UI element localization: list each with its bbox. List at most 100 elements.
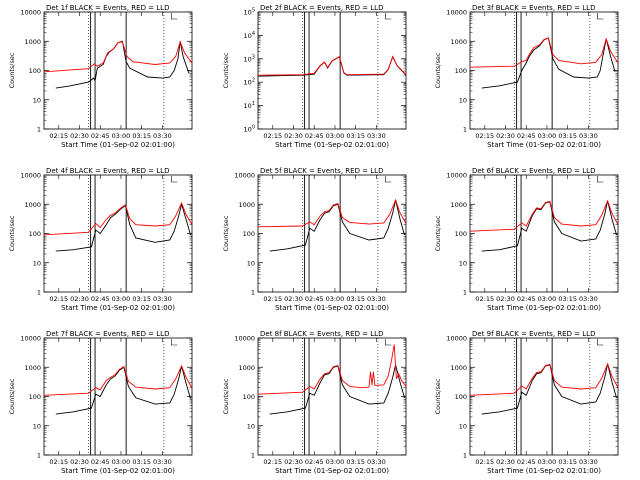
detector-panel-7: Det 7f BLACK = Events, RED = LLD 1 10 100 10… [8,330,193,475]
x-tick-label: 02:30 [70,295,89,303]
y-axis-label: Counts/sec [222,52,230,88]
series-line-lld [43,201,193,236]
x-tick-label: 02:45 [517,458,536,466]
x-tick-label: 02:30 [496,295,515,303]
y-tick-label: 1000 [24,364,41,372]
x-tick-label: 03:30 [579,295,598,303]
detector-panel-3: Det 3f BLACK = Events, RED = LLD 1 10 100 10… [434,4,619,149]
y-tick-label: 1 [463,289,467,297]
series-line-lld [257,55,407,76]
x-tick-label: 03:30 [153,132,172,140]
x-tick-label: 03:00 [538,132,557,140]
x-tick-label: 03:00 [112,458,131,466]
x-tick-label: 02:45 [91,458,110,466]
x-tick-label: 03:15 [558,295,577,303]
y-tick-label: 1 [463,452,467,460]
y-axis-label: Counts/sec [434,215,442,251]
y-tick-label: 101 [244,101,255,110]
series-line-events [257,55,407,77]
series-line-events [55,40,190,89]
attenuator-marker [384,339,392,346]
y-tick-label: 10000 [446,9,467,17]
x-tick-label: 02:15 [263,295,282,303]
x-axis-label: Start Time (01-Sep-02 02:01:00) [61,467,175,475]
detector-panel-8: Det 8f BLACK = Events, RED = LLD 1 10 100 10… [222,330,407,475]
x-tick-label: 03:15 [132,295,151,303]
series-line-events [269,199,405,252]
y-tick-label: 105 [244,8,255,17]
x-tick-label: 03:30 [367,132,386,140]
y-axis-label: Counts/sec [8,215,16,251]
y-tick-label: 100 [29,67,41,75]
plot-frame [469,337,619,456]
y-tick-label: 1 [463,126,467,134]
x-tick-label: 03:30 [153,295,172,303]
x-tick-label: 02:15 [475,458,494,466]
y-tick-label: 1000 [238,364,255,372]
y-tick-label: 10 [459,422,467,430]
x-tick-label: 03:15 [132,458,151,466]
series-line-lld [257,198,407,228]
y-tick-label: 10 [33,259,41,267]
x-tick-label: 03:00 [326,458,345,466]
y-tick-label: 10000 [234,172,255,180]
x-tick-label: 02:15 [475,132,494,140]
y-tick-label: 10 [247,259,255,267]
y-tick-label: 104 [244,31,255,40]
x-axis-label: Start Time (01-Sep-02 02:01:00) [487,141,601,149]
x-tick-label: 03:00 [538,458,557,466]
x-tick-label: 02:30 [70,458,89,466]
attenuator-marker [170,339,178,346]
x-tick-label: 03:15 [346,458,365,466]
x-tick-label: 03:00 [326,295,345,303]
x-tick-label: 02:45 [305,295,324,303]
series-line-lld [43,364,193,396]
x-tick-label: 03:30 [367,458,386,466]
y-tick-label: 10000 [20,172,41,180]
plot-frame [43,337,193,456]
x-tick-label: 03:00 [326,132,345,140]
y-tick-label: 102 [244,78,255,87]
x-tick-label: 03:30 [367,295,386,303]
y-tick-label: 10 [459,259,467,267]
panel-title: Det 2f BLACK = Events, RED = LLD [260,4,383,12]
x-tick-label: 02:45 [305,458,324,466]
y-tick-label: 100 [244,125,255,134]
x-tick-label: 03:00 [538,295,557,303]
x-axis-label: Start Time (01-Sep-02 02:01:00) [275,304,389,312]
series-line-events [481,200,617,252]
y-axis-label: Counts/sec [434,52,442,88]
x-tick-label: 02:15 [49,132,68,140]
plot-frame [469,11,619,130]
y-tick-label: 1000 [24,38,41,46]
y-axis-label: Counts/sec [222,378,230,414]
attenuator-marker [170,13,178,20]
x-axis-label: Start Time (01-Sep-02 02:01:00) [487,467,601,475]
y-tick-label: 103 [244,54,255,63]
attenuator-marker [384,13,392,20]
series-line-events [55,202,191,252]
y-tick-label: 10000 [20,9,41,17]
y-axis-label: Counts/sec [434,378,442,414]
attenuator-marker [596,13,604,20]
x-tick-label: 03:00 [112,295,131,303]
y-tick-label: 100 [29,393,41,401]
panel-title: Det 6f BLACK = Events, RED = LLD [472,167,595,175]
panel-title: Det 7f BLACK = Events, RED = LLD [46,330,169,338]
y-tick-label: 1000 [24,201,41,209]
y-tick-label: 100 [243,393,255,401]
panel-title: Det 4f BLACK = Events, RED = LLD [46,167,169,175]
detector-panel-6: Det 6f BLACK = Events, RED = LLD 1 10 100 10… [434,167,619,312]
plot-frame [257,174,407,293]
y-tick-label: 10 [459,96,467,104]
series-line-lld [469,37,619,68]
y-tick-label: 1 [37,289,41,297]
x-tick-label: 02:30 [496,458,515,466]
attenuator-marker [384,176,392,183]
attenuator-marker [170,176,178,183]
y-tick-label: 10000 [446,335,467,343]
y-tick-label: 100 [455,393,467,401]
y-tick-label: 10000 [234,335,255,343]
plot-frame [469,174,619,293]
y-tick-label: 1 [37,126,41,134]
